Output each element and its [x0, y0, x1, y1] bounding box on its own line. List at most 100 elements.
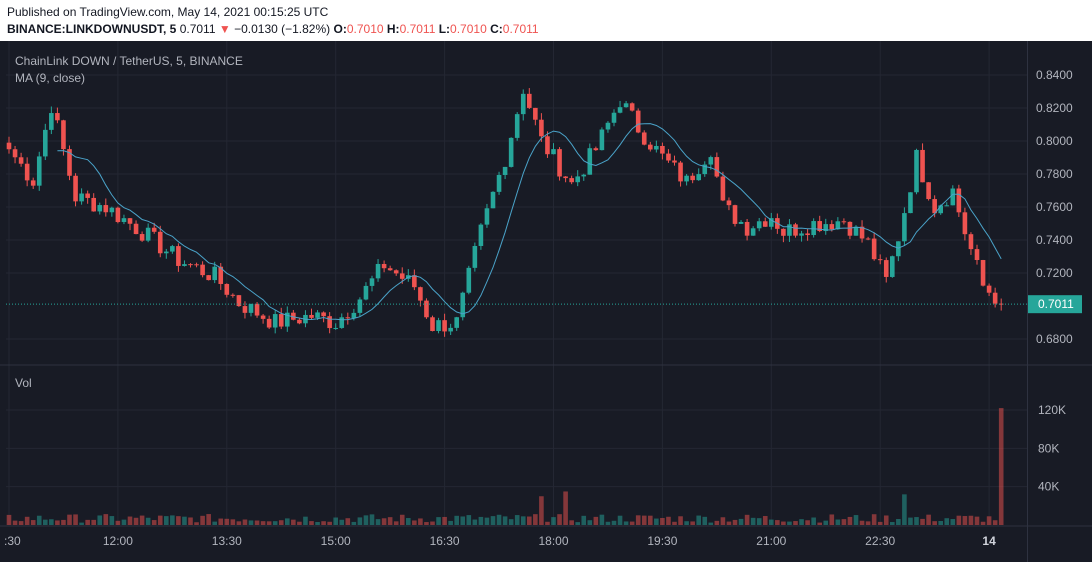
volume-bar: [188, 517, 193, 525]
price-tick-label: 0.8200: [1036, 101, 1073, 115]
volume-legend: Vol: [15, 376, 32, 390]
volume-bar: [266, 521, 272, 525]
candle-body: [67, 149, 72, 176]
candle-body: [617, 107, 623, 113]
volume-bar: [696, 515, 701, 525]
volume-bar: [599, 514, 605, 525]
volume-bar: [61, 519, 66, 525]
candle-body: [496, 174, 502, 192]
volume-bar: [865, 521, 871, 525]
volume-bar: [6, 514, 12, 525]
volume-bar: [944, 518, 950, 525]
ma-legend: MA (9, close): [15, 71, 86, 85]
candle-body: [399, 273, 405, 279]
candle-body: [841, 221, 847, 223]
candle-body: [769, 218, 774, 227]
candle-body: [920, 149, 925, 183]
candle-body: [551, 149, 556, 155]
candle-body: [381, 263, 387, 269]
candle-body: [466, 267, 472, 293]
volume-bar: [587, 520, 593, 525]
volume-bar: [278, 520, 284, 525]
volume-bar: [339, 519, 345, 525]
candle-body: [835, 221, 841, 230]
candle-body: [145, 227, 151, 241]
candle-body: [932, 199, 937, 214]
candle-body: [339, 317, 345, 328]
candle-body: [176, 246, 181, 266]
volume-bar: [333, 517, 338, 525]
candle-body: [200, 264, 205, 276]
volume-bar: [109, 516, 115, 525]
volume-bar: [605, 521, 611, 525]
volume-bar: [115, 520, 121, 525]
candle-body: [805, 233, 810, 236]
volume-bar: [593, 516, 599, 525]
volume-bar: [73, 514, 78, 525]
volume-bar: [49, 519, 54, 525]
volume-bar: [732, 519, 738, 525]
candle-body: [157, 231, 163, 254]
volume-bar: [829, 514, 835, 525]
candle-body: [702, 164, 708, 175]
volume-bar: [557, 514, 562, 525]
candle-body: [133, 223, 139, 235]
volume-bar: [799, 519, 804, 525]
volume-bar: [847, 516, 853, 525]
volume-bar: [97, 515, 103, 525]
volume-bar: [805, 520, 810, 525]
volume-bar: [442, 516, 447, 525]
ma-line: [57, 123, 1002, 321]
volume-bar: [781, 521, 786, 525]
candle-body: [18, 157, 24, 164]
volume-bar: [769, 519, 774, 525]
volume-bar: [726, 521, 732, 525]
volume-bar: [393, 521, 399, 525]
volume-bar: [793, 521, 798, 525]
candle-body: [424, 300, 429, 318]
candle-body: [508, 137, 514, 167]
candle-body: [690, 175, 695, 181]
candle-body: [212, 266, 217, 281]
volume-bar: [980, 521, 986, 525]
volume-bar: [412, 520, 417, 525]
time-tick-label: 14: [982, 534, 996, 548]
candle-body: [6, 142, 12, 150]
volume-bar: [381, 518, 387, 525]
volume-bar: [36, 515, 42, 525]
candle-body: [974, 249, 980, 261]
candle-body: [539, 119, 544, 137]
volume-bar: [351, 521, 357, 525]
volume-bar: [133, 517, 139, 525]
candle-body: [127, 218, 133, 224]
candle-body: [218, 266, 224, 284]
low-value: 0.7010: [450, 22, 487, 36]
volume-bar: [654, 518, 659, 525]
volume-bar: [744, 514, 750, 525]
candle-body: [563, 176, 568, 179]
volume-bar: [67, 514, 72, 525]
candle-body: [738, 221, 744, 224]
volume-bar: [672, 521, 677, 525]
volume-bar: [950, 519, 956, 525]
time-tick-label: 22:30: [865, 534, 895, 548]
volume-bar: [260, 521, 266, 525]
volume-bar: [932, 521, 937, 525]
volume-bar: [164, 516, 169, 525]
time-tick-label: 12:00: [103, 534, 133, 548]
candle-body: [696, 174, 701, 181]
volume-bar: [660, 517, 665, 525]
candle-body: [369, 278, 375, 286]
chart-area[interactable]: 0.8400 0.8200 0.8000 0.7800 0.7600 0.7400 0.72…: [0, 41, 1092, 562]
volume-bar: [502, 516, 508, 525]
volume-tick-label: 120K: [1038, 403, 1066, 417]
volume-bar: [835, 519, 841, 525]
volume-bar: [30, 520, 36, 525]
candle-body: [272, 314, 278, 328]
candlestick-chart[interactable]: 0.8400 0.8200 0.8000 0.7800 0.7600 0.7400 0.72…: [0, 41, 1092, 562]
last-price-badge: [1028, 295, 1082, 314]
candle-body: [956, 188, 962, 213]
volume-bar: [496, 514, 502, 525]
candle-body: [61, 120, 66, 150]
candle-body: [79, 193, 84, 202]
